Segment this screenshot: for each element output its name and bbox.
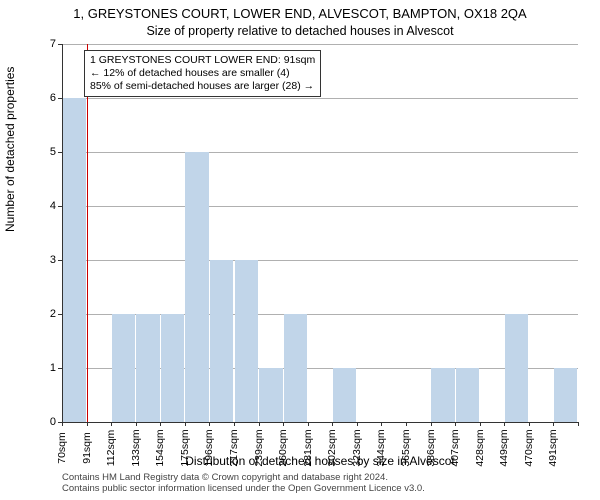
x-tick-label: 217sqm (228, 429, 240, 466)
x-tick-mark (431, 422, 432, 426)
x-tick-mark (332, 422, 333, 426)
x-tick-mark (283, 422, 284, 426)
histogram-bar (210, 260, 233, 422)
x-tick-mark (136, 422, 137, 426)
y-tick-label: 6 (50, 92, 56, 104)
footnote-line-1: Contains HM Land Registry data © Crown c… (62, 472, 578, 483)
x-tick-label: 449sqm (498, 429, 510, 466)
y-tick-label: 2 (50, 308, 56, 320)
y-tick-mark (58, 98, 62, 99)
annotation-line-3: 85% of semi-detached houses are larger (… (90, 80, 315, 93)
x-tick-label: 260sqm (277, 429, 289, 466)
gridline (62, 206, 578, 207)
x-tick-mark (209, 422, 210, 426)
histogram-bar (63, 98, 86, 422)
histogram-bar (185, 152, 208, 422)
chart-container: { "chart": { "type": "histogram", "title… (0, 0, 600, 500)
y-tick-label: 1 (50, 362, 56, 374)
x-tick-label: 428sqm (474, 429, 486, 466)
x-tick-mark (381, 422, 382, 426)
histogram-bar (112, 314, 135, 422)
gridline (62, 98, 578, 99)
y-tick-mark (58, 44, 62, 45)
y-tick-mark (58, 260, 62, 261)
histogram-bar (333, 368, 356, 422)
x-tick-mark (406, 422, 407, 426)
histogram-bar (431, 368, 454, 422)
histogram-bar (136, 314, 159, 422)
histogram-bar (161, 314, 184, 422)
y-axis-label: Number of detached properties (3, 67, 17, 232)
y-axis-line (62, 44, 63, 422)
x-tick-mark (529, 422, 530, 426)
y-tick-mark (58, 152, 62, 153)
annotation-line-2: ← 12% of detached houses are smaller (4) (90, 67, 315, 80)
x-tick-label: 470sqm (523, 429, 535, 466)
x-tick-label: 91sqm (81, 432, 93, 464)
x-tick-mark (259, 422, 260, 426)
x-tick-mark (504, 422, 505, 426)
x-tick-label: 133sqm (130, 429, 142, 466)
x-tick-mark (62, 422, 63, 426)
x-tick-mark (357, 422, 358, 426)
y-tick-label: 3 (50, 254, 56, 266)
y-tick-mark (58, 206, 62, 207)
gridline (62, 260, 578, 261)
x-tick-mark (578, 422, 579, 426)
x-tick-label: 323sqm (351, 429, 363, 466)
y-tick-mark (58, 314, 62, 315)
histogram-bar (505, 314, 528, 422)
x-tick-mark (185, 422, 186, 426)
x-tick-label: 302sqm (326, 429, 338, 466)
chart-title-sub: Size of property relative to detached ho… (0, 24, 600, 38)
annotation-box: 1 GREYSTONES COURT LOWER END: 91sqm ← 12… (84, 50, 321, 97)
y-tick-mark (58, 368, 62, 369)
footnote-line-2: Contains public sector information licen… (62, 483, 578, 494)
x-tick-label: 175sqm (179, 429, 191, 466)
x-tick-mark (160, 422, 161, 426)
annotation-line-1: 1 GREYSTONES COURT LOWER END: 91sqm (90, 54, 315, 67)
x-axis-line (62, 422, 578, 423)
reference-line (87, 44, 88, 422)
histogram-bar (554, 368, 577, 422)
x-tick-label: 491sqm (547, 429, 559, 466)
gridline (62, 152, 578, 153)
x-tick-label: 196sqm (203, 429, 215, 466)
x-tick-label: 70sqm (56, 432, 68, 464)
y-tick-label: 5 (50, 146, 56, 158)
x-tick-mark (480, 422, 481, 426)
x-tick-mark (308, 422, 309, 426)
histogram-bar (284, 314, 307, 422)
x-tick-label: 386sqm (425, 429, 437, 466)
x-tick-mark (111, 422, 112, 426)
histogram-bar (235, 260, 258, 422)
x-tick-label: 344sqm (375, 429, 387, 466)
x-tick-label: 239sqm (253, 429, 265, 466)
x-tick-label: 154sqm (154, 429, 166, 466)
x-tick-label: 365sqm (400, 429, 412, 466)
chart-title-main: 1, GREYSTONES COURT, LOWER END, ALVESCOT… (0, 6, 600, 21)
footnote: Contains HM Land Registry data © Crown c… (62, 472, 578, 495)
histogram-bar (456, 368, 479, 422)
x-tick-mark (234, 422, 235, 426)
y-tick-label: 4 (50, 200, 56, 212)
x-tick-mark (455, 422, 456, 426)
gridline (62, 44, 578, 45)
y-tick-label: 7 (50, 38, 56, 50)
histogram-bar (259, 368, 282, 422)
x-tick-label: 281sqm (302, 429, 314, 466)
x-tick-label: 112sqm (105, 430, 117, 467)
y-tick-label: 0 (50, 416, 56, 428)
x-tick-mark (553, 422, 554, 426)
x-tick-mark (87, 422, 88, 426)
x-tick-label: 407sqm (449, 429, 461, 466)
